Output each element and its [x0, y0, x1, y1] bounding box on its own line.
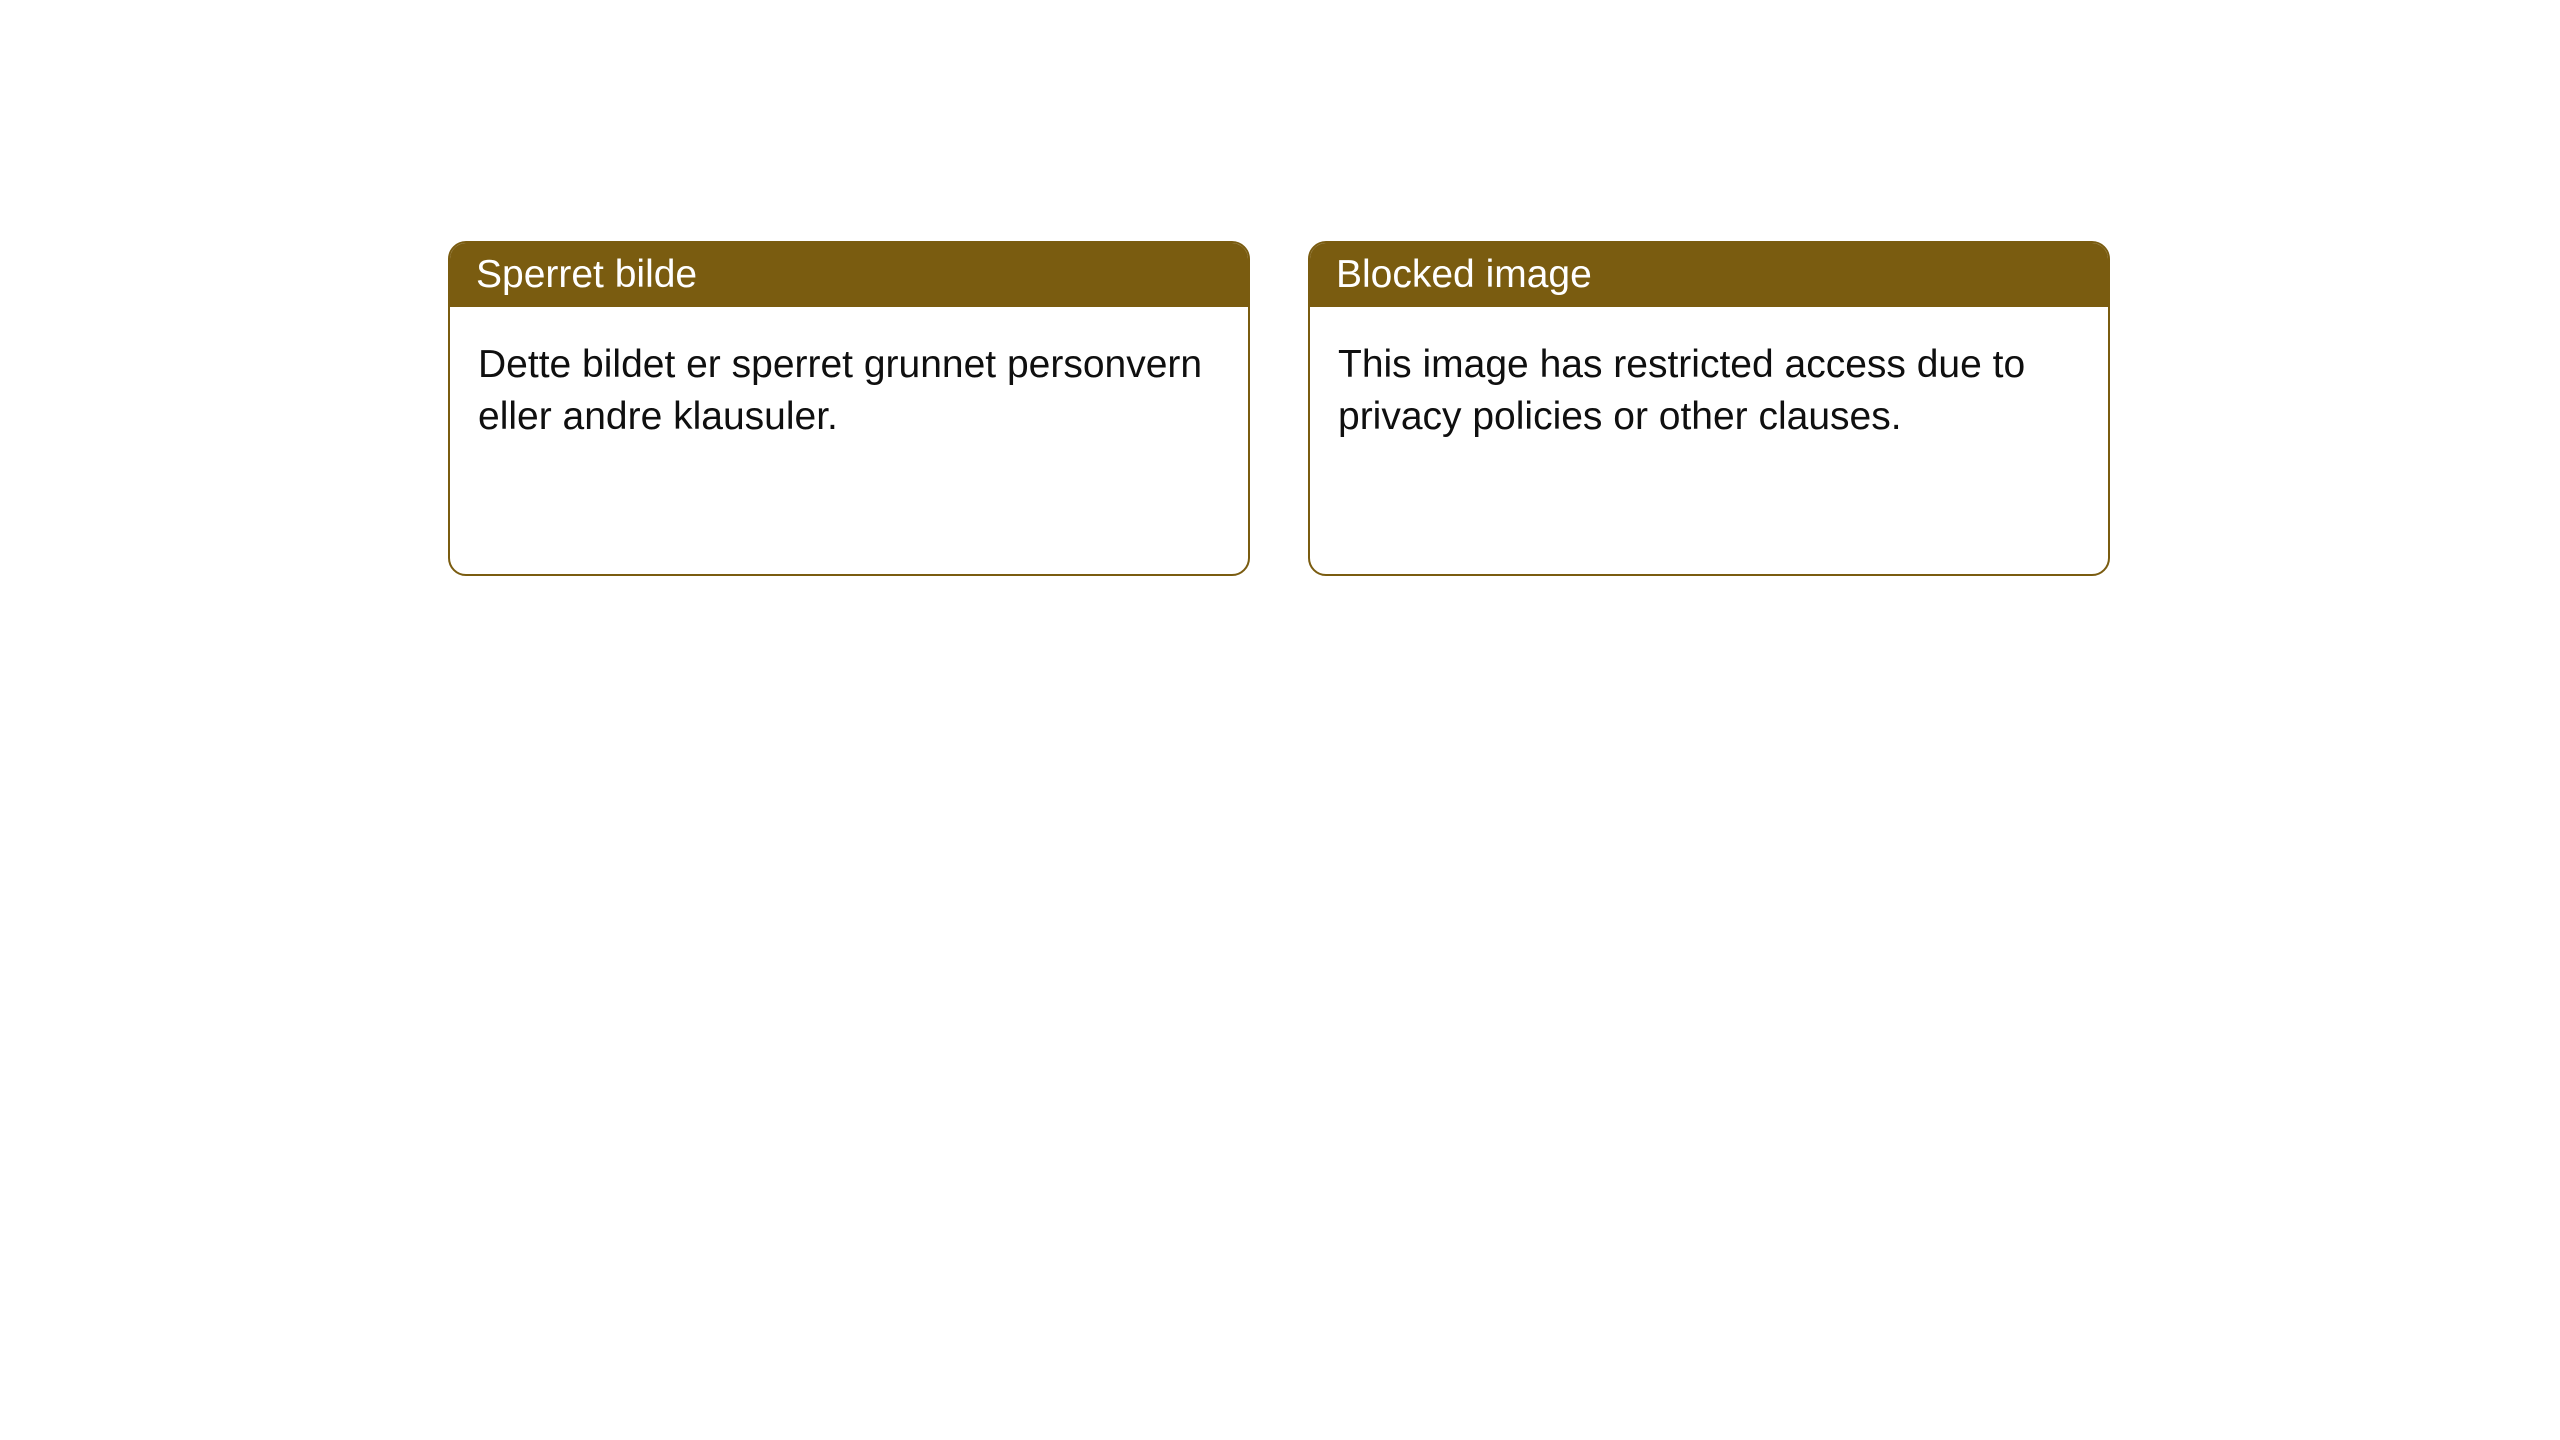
card-body: Dette bildet er sperret grunnet personve…	[450, 307, 1248, 475]
blocked-image-card-no: Sperret bilde Dette bildet er sperret gr…	[448, 241, 1250, 576]
notice-container: Sperret bilde Dette bildet er sperret gr…	[0, 0, 2560, 576]
card-title: Blocked image	[1336, 253, 1592, 296]
card-body: This image has restricted access due to …	[1310, 307, 2108, 475]
card-body-text: This image has restricted access due to …	[1338, 343, 2025, 438]
card-header: Sperret bilde	[450, 243, 1248, 307]
blocked-image-card-en: Blocked image This image has restricted …	[1308, 241, 2110, 576]
card-header: Blocked image	[1310, 243, 2108, 307]
card-title: Sperret bilde	[476, 253, 697, 296]
card-body-text: Dette bildet er sperret grunnet personve…	[478, 343, 1202, 438]
